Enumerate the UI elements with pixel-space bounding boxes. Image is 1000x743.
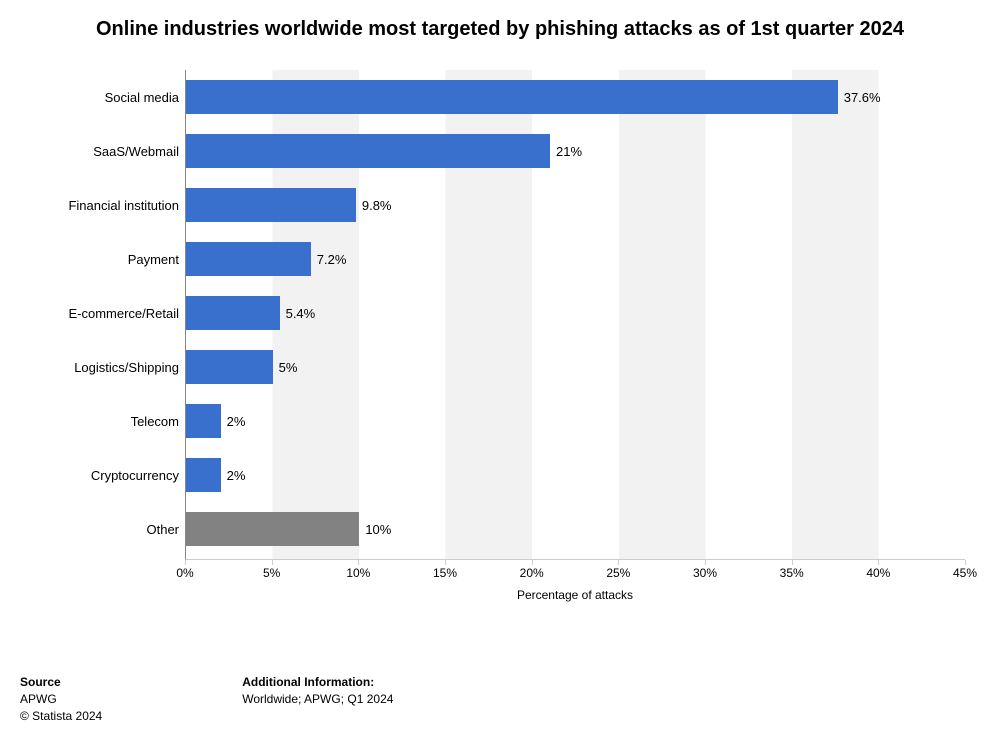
category-label: Logistics/Shipping: [9, 350, 179, 384]
bar: [186, 350, 273, 384]
chart-title: Online industries worldwide most targete…: [0, 0, 1000, 51]
plot-area: 37.6% 21% 9.8% 7.2% 5.4% 5% 2% 2% 10%: [185, 70, 965, 560]
category-label: Payment: [9, 242, 179, 276]
x-tick-label: 15%: [433, 566, 457, 580]
bar-row: 2%: [186, 458, 245, 492]
bar-row: 37.6%: [186, 80, 881, 114]
bar: [186, 512, 359, 546]
category-label: SaaS/Webmail: [9, 134, 179, 168]
additional-text: Worldwide; APWG; Q1 2024: [242, 691, 393, 708]
bar: [186, 404, 221, 438]
x-tick-mark: [445, 560, 446, 565]
source-name: APWG: [20, 691, 102, 708]
category-label: Telecom: [9, 404, 179, 438]
x-tick-mark: [965, 560, 966, 565]
bar: [186, 458, 221, 492]
x-tick-label: 0%: [176, 566, 193, 580]
bar-row: 2%: [186, 404, 245, 438]
x-tick-mark: [705, 560, 706, 565]
bar-value-label: 21%: [556, 144, 582, 159]
bar-value-label: 2%: [227, 414, 246, 429]
bar-value-label: 10%: [365, 522, 391, 537]
footer: Source APWG © Statista 2024 Additional I…: [20, 675, 980, 725]
bar-value-label: 7.2%: [317, 252, 347, 267]
x-tick-label: 20%: [520, 566, 544, 580]
bar-value-label: 2%: [227, 468, 246, 483]
bar: [186, 188, 356, 222]
x-tick-mark: [185, 560, 186, 565]
x-tick-label: 45%: [953, 566, 977, 580]
category-label: E-commerce/Retail: [9, 296, 179, 330]
bar-row: 7.2%: [186, 242, 346, 276]
bar-value-label: 5.4%: [286, 306, 316, 321]
category-label: Social media: [9, 80, 179, 114]
x-tick-label: 10%: [346, 566, 370, 580]
footer-source: Source APWG © Statista 2024: [20, 675, 102, 725]
bar: [186, 296, 280, 330]
bar-row: 9.8%: [186, 188, 392, 222]
category-label: Cryptocurrency: [9, 458, 179, 492]
source-heading: Source: [20, 675, 102, 689]
bar-value-label: 5%: [279, 360, 298, 375]
bar-row: 5%: [186, 350, 297, 384]
bar-value-label: 37.6%: [844, 90, 881, 105]
x-tick-mark: [358, 560, 359, 565]
x-tick-mark: [532, 560, 533, 565]
x-tick-mark: [878, 560, 879, 565]
additional-heading: Additional Information:: [242, 675, 393, 689]
chart-container: 37.6% 21% 9.8% 7.2% 5.4% 5% 2% 2% 10% 0% 5% 10% 15%…: [0, 60, 1000, 620]
x-tick-mark: [618, 560, 619, 565]
x-tick-label: 35%: [780, 566, 804, 580]
x-tick-label: 40%: [866, 566, 890, 580]
x-tick-label: 25%: [606, 566, 630, 580]
footer-additional: Additional Information: Worldwide; APWG;…: [242, 675, 393, 725]
x-tick-label: 30%: [693, 566, 717, 580]
bar: [186, 242, 311, 276]
bar: [186, 80, 838, 114]
copyright: © Statista 2024: [20, 708, 102, 725]
x-tick-label: 5%: [263, 566, 280, 580]
bar-row: 10%: [186, 512, 391, 546]
bar-value-label: 9.8%: [362, 198, 392, 213]
category-label: Financial institution: [9, 188, 179, 222]
x-tick-mark: [272, 560, 273, 565]
category-label: Other: [9, 512, 179, 546]
bar-row: 5.4%: [186, 296, 315, 330]
x-axis-ticks: 0%5%10%15%20%25%30%35%40%45%: [185, 560, 965, 580]
bar-row: 21%: [186, 134, 582, 168]
x-axis-label: Percentage of attacks: [185, 588, 965, 602]
x-tick-mark: [792, 560, 793, 565]
bar: [186, 134, 550, 168]
